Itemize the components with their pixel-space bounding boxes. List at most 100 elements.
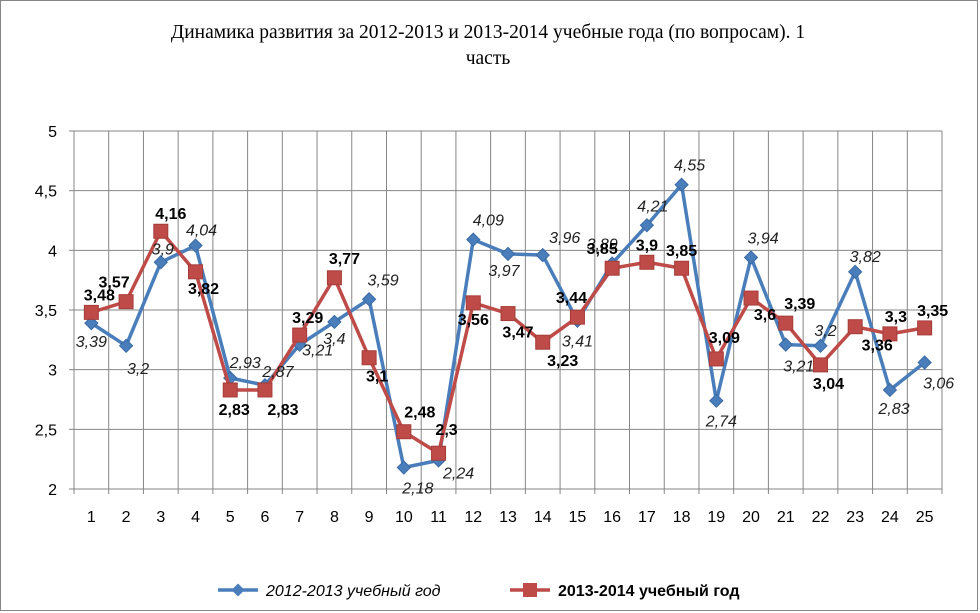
y-tick-label: 3,5 [35, 303, 57, 320]
data-point-square [882, 326, 898, 342]
y-tick-label: 4,5 [35, 184, 57, 201]
data-label: 3,3 [885, 309, 907, 326]
legend-marker-square [523, 583, 537, 597]
data-label: 3,85 [587, 241, 618, 258]
data-point-diamond [813, 338, 828, 354]
data-point-square [674, 260, 690, 276]
data-label: 3,21 [783, 359, 814, 376]
data-label: 3,9 [636, 237, 658, 254]
data-label: 3,44 [556, 290, 587, 307]
data-point-square [361, 350, 377, 366]
data-point-square [535, 334, 551, 350]
data-label: 4,55 [674, 158, 705, 175]
x-tick-label: 3 [156, 509, 165, 526]
data-point-diamond [153, 255, 169, 270]
data-label: 3,59 [368, 272, 399, 289]
x-tick-label: 2 [122, 509, 131, 526]
x-tick-label: 9 [365, 509, 374, 526]
data-point-diamond [917, 355, 932, 370]
data-point-diamond [500, 246, 516, 262]
x-tick-label: 25 [916, 509, 934, 526]
data-label: 3,82 [188, 281, 219, 298]
data-label: 3,39 [784, 296, 815, 313]
data-point-diamond [882, 382, 898, 398]
x-tick-label: 5 [226, 509, 235, 526]
y-tick-label: 2,5 [35, 422, 57, 439]
data-point-square [917, 320, 933, 336]
data-label: 3,47 [502, 325, 533, 342]
data-point-diamond [466, 232, 481, 247]
y-tick-label: 3 [48, 363, 57, 380]
data-point-square [188, 264, 204, 280]
data-point-square [847, 319, 863, 335]
legend-label: 2012-2013 учебный год [265, 583, 441, 600]
x-tick-label: 16 [603, 509, 621, 526]
data-point-diamond [396, 460, 412, 475]
x-tick-label: 19 [707, 509, 725, 526]
x-tick-label: 1 [87, 509, 96, 526]
data-label: 3,39 [76, 334, 107, 351]
x-tick-label: 10 [395, 509, 413, 526]
legend: 2012-2013 учебный год 2013-2014 учебный г… [218, 583, 740, 600]
data-label: 2,83 [267, 402, 298, 419]
data-point-square [83, 304, 99, 320]
legend-entry-1: 2012-2013 учебный год [218, 583, 441, 600]
x-tick-label: 14 [534, 509, 552, 526]
data-label: 3,2 [127, 361, 149, 378]
data-point-square [292, 327, 308, 343]
data-point-square [639, 254, 655, 270]
x-tick-label: 4 [191, 509, 200, 526]
y-tick-label: 2 [48, 482, 57, 499]
legend-label: 2013-2014 учебный год [558, 583, 740, 600]
data-label: 3,23 [547, 353, 578, 370]
data-label: 3,77 [329, 251, 360, 268]
data-point-diamond [361, 292, 377, 307]
x-tick-label: 15 [569, 509, 587, 526]
x-tick-label: 20 [742, 509, 760, 526]
data-label: 3,04 [813, 376, 844, 393]
x-tick-label: 23 [846, 509, 864, 526]
data-point-diamond [639, 218, 655, 233]
data-point-square [708, 351, 724, 367]
data-label: 4,04 [186, 223, 217, 240]
data-label: 3,48 [84, 287, 115, 304]
data-point-diamond [118, 338, 134, 354]
data-label: 2,18 [401, 481, 433, 498]
x-tick-label: 17 [638, 509, 656, 526]
data-point-square [604, 260, 620, 276]
chart-title-line2: часть [466, 48, 511, 69]
data-point-square [431, 445, 447, 461]
y-tick-label: 4 [48, 243, 57, 260]
legend-marker-diamond [231, 583, 245, 597]
data-label: 4,16 [155, 206, 186, 223]
data-point-diamond [778, 337, 793, 352]
data-label: 3,6 [754, 307, 776, 324]
data-point-square [118, 294, 134, 310]
legend-entry-2: 2013-2014 учебный год [510, 583, 740, 600]
data-point-diamond [674, 177, 689, 192]
data-label: 3,94 [747, 230, 778, 247]
data-labels-layer: 3,393,23,94,042,932,873,213,43,592,182,2… [76, 158, 955, 498]
data-label: 3,89 [587, 236, 618, 253]
data-label: 3,09 [709, 330, 740, 347]
data-label: 3,06 [923, 376, 954, 393]
data-point-diamond [743, 250, 759, 265]
x-tick-label: 13 [499, 509, 517, 526]
y-tick-label: 5 [48, 124, 57, 141]
data-point-square [153, 223, 169, 239]
data-point-square [396, 424, 412, 440]
data-point-square [569, 309, 585, 325]
x-tick-label: 21 [777, 509, 795, 526]
data-point-square [812, 357, 828, 373]
data-label: 3,97 [488, 263, 520, 280]
data-label: 3,9 [152, 241, 174, 258]
x-tick-label: 6 [261, 509, 270, 526]
data-point-diamond [535, 247, 550, 263]
data-label: 3,85 [666, 243, 697, 260]
data-label: 3,1 [366, 369, 388, 386]
data-point-square [465, 295, 481, 311]
data-point-diamond [188, 238, 203, 253]
data-label: 3,57 [99, 275, 130, 292]
x-tick-label: 8 [330, 509, 339, 526]
